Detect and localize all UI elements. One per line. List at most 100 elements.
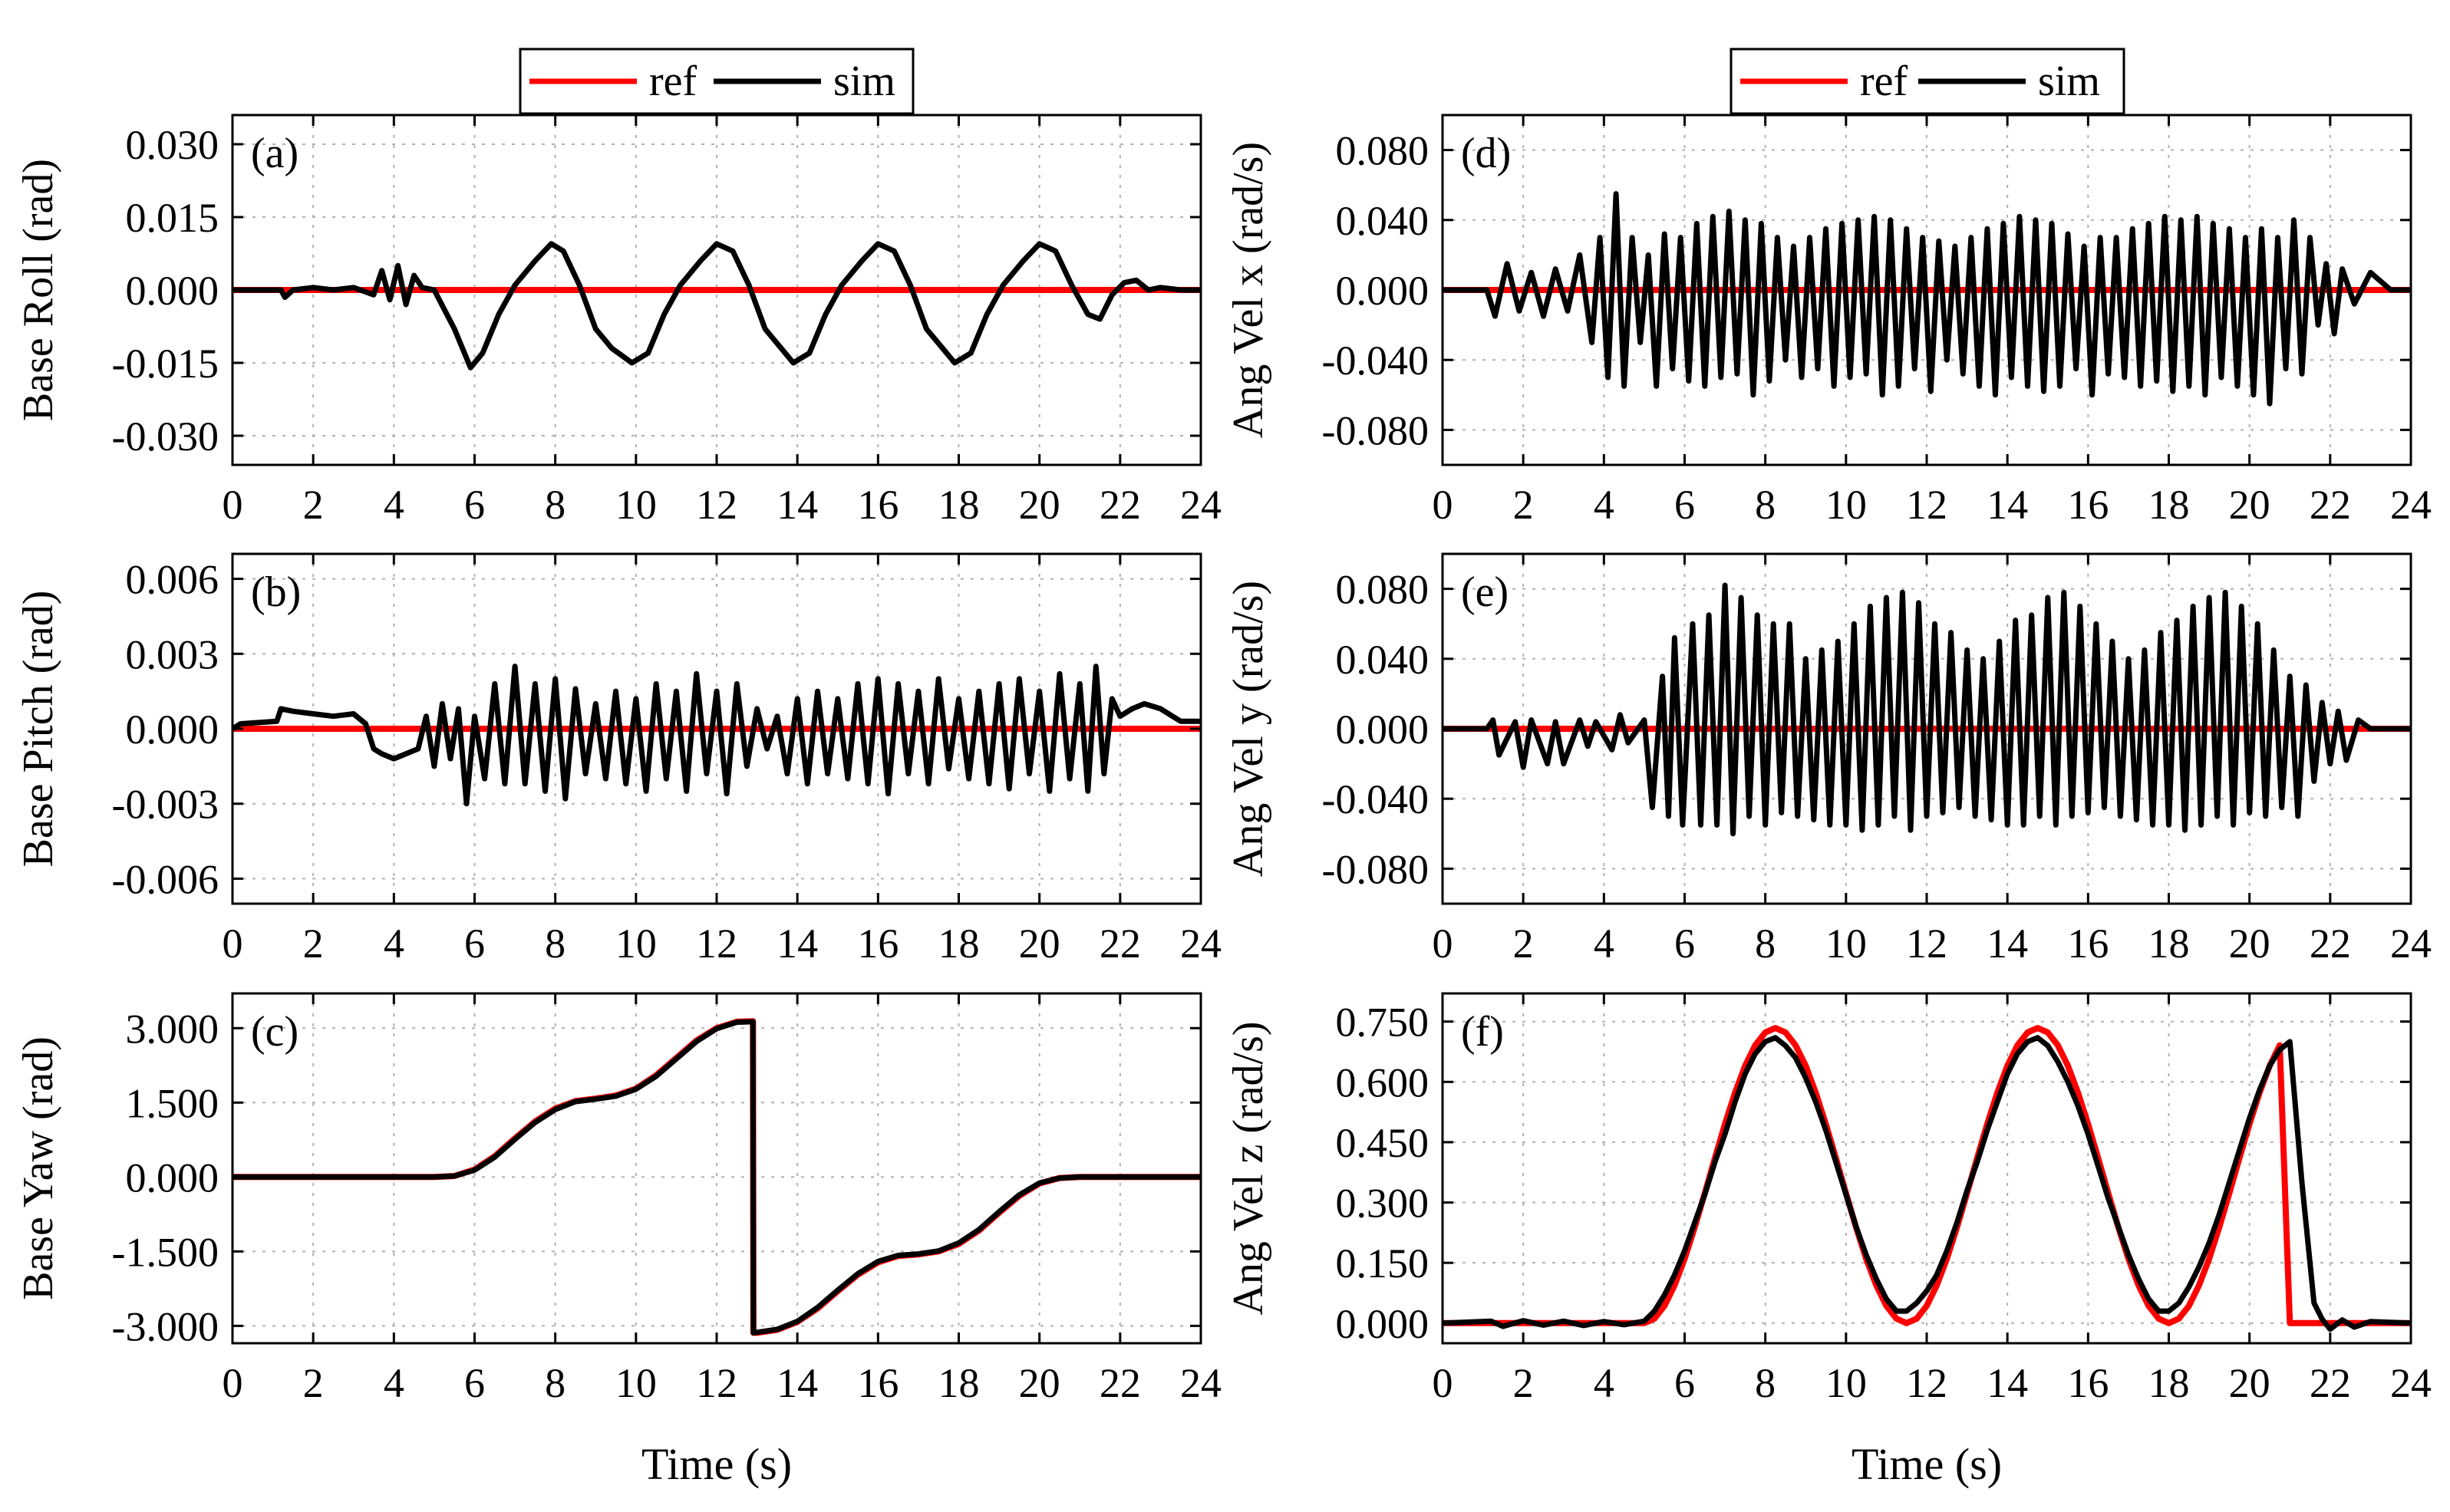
y-tick-label: 0.015 xyxy=(126,195,219,241)
y-tick-label: 0.000 xyxy=(126,268,219,314)
x-tick-label: 12 xyxy=(1906,482,1947,528)
legend-left: ref sim xyxy=(519,48,915,115)
x-tick-label: 20 xyxy=(2229,1360,2270,1406)
x-tick-label: 6 xyxy=(1674,1360,1695,1406)
y-tick-label: 0.000 xyxy=(126,1155,219,1201)
y-tick-label: -0.015 xyxy=(112,341,219,387)
y-tick-label: 0.040 xyxy=(1336,637,1429,683)
x-tick-label: 16 xyxy=(857,1360,899,1406)
x-tick-label: 16 xyxy=(2067,1360,2109,1406)
x-axis-title-left: Time (s) xyxy=(641,1439,792,1489)
y-tick-label: 1.500 xyxy=(126,1080,219,1126)
x-tick-label: 0 xyxy=(1433,921,1453,967)
x-tick-label: 18 xyxy=(938,1360,980,1406)
x-tick-label: 12 xyxy=(696,921,737,967)
series-line-sim xyxy=(232,664,1201,807)
series-line-sim xyxy=(232,241,1201,371)
x-tick-label: 10 xyxy=(1825,482,1867,528)
x-tick-label: 2 xyxy=(1513,921,1534,967)
y-tick-label: 0.040 xyxy=(1336,198,1429,244)
y-tick-label: 0.003 xyxy=(126,631,219,677)
x-tick-label: 18 xyxy=(938,921,980,967)
x-tick-label: 20 xyxy=(1019,1360,1060,1406)
panel-label: (e) xyxy=(1461,568,1509,616)
y-tick-label: 0.030 xyxy=(126,122,219,168)
x-tick-label: 10 xyxy=(1825,921,1867,967)
legend-label-ref: ref xyxy=(1860,58,1908,105)
x-tick-label: 8 xyxy=(545,482,566,528)
y-axis-title: Base Yaw (rad) xyxy=(15,1036,62,1300)
x-tick-label: 10 xyxy=(615,482,657,528)
y-tick-label: 0.450 xyxy=(1336,1120,1429,1166)
x-tick-label: 18 xyxy=(2148,1360,2190,1406)
x-tick-label: 8 xyxy=(1755,1360,1776,1406)
panel-label: (c) xyxy=(251,1008,298,1056)
y-tick-label: -0.080 xyxy=(1322,846,1429,892)
x-tick-label: 22 xyxy=(2310,482,2351,528)
x-tick-label: 6 xyxy=(464,482,485,528)
x-tick-label: 4 xyxy=(384,1360,404,1406)
x-tick-label: 16 xyxy=(2067,482,2109,528)
y-tick-label: 0.600 xyxy=(1336,1059,1429,1105)
x-tick-label: 16 xyxy=(857,482,899,528)
legend-right: ref sim xyxy=(1730,48,2125,115)
y-tick-label: -1.500 xyxy=(112,1229,219,1275)
panel-e: 0 2 4 6 8 10 12 14 16 18 20 22 24-0.080-0.0400.0000.… xyxy=(1225,552,2432,967)
x-tick-label: 16 xyxy=(2067,921,2109,967)
series-line-sim xyxy=(1443,1035,2411,1332)
panel-f: 0 2 4 6 8 10 12 14 16 18 20 22 240.0000.1500.3000.45… xyxy=(1225,992,2432,1406)
x-tick-label: 0 xyxy=(1433,482,1453,528)
x-tick-label: 8 xyxy=(1755,921,1776,967)
y-axis-title: Base Pitch (rad) xyxy=(15,591,62,868)
panel-b: 0 2 4 6 8 10 12 14 16 18 20 22 24-0.006-0.0030.0000.… xyxy=(15,552,1222,967)
x-tick-label: 0 xyxy=(223,921,243,967)
x-tick-label: 12 xyxy=(1906,921,1947,967)
x-tick-label: 6 xyxy=(464,921,485,967)
y-axis-title: Ang Vel x (rad/s) xyxy=(1225,142,1272,438)
x-tick-label: 14 xyxy=(777,921,818,967)
y-tick-label: -0.080 xyxy=(1322,407,1429,453)
x-tick-label: 4 xyxy=(1594,921,1614,967)
x-tick-label: 12 xyxy=(696,482,737,528)
series-line-sim xyxy=(1443,191,2411,407)
y-tick-label: 0.150 xyxy=(1336,1240,1429,1286)
y-tick-label: 0.300 xyxy=(1336,1181,1429,1227)
x-tick-label: 24 xyxy=(2390,1360,2432,1406)
x-tick-label: 2 xyxy=(303,482,324,528)
y-axis-title: Base Roll (rad) xyxy=(15,159,62,421)
panel-c: 0 2 4 6 8 10 12 14 16 18 20 22 24-3.000-1.5000.0001.… xyxy=(15,992,1222,1406)
x-tick-label: 18 xyxy=(938,482,980,528)
series-line-sim xyxy=(1443,582,2411,837)
y-tick-label: -0.006 xyxy=(112,856,219,902)
panel-label: (f) xyxy=(1461,1008,1504,1056)
x-tick-label: 20 xyxy=(2229,921,2270,967)
series-line-sim xyxy=(232,1019,1201,1336)
panel-a: 0 2 4 6 8 10 12 14 16 18 20 22 24-0.030-0.0150.0000.… xyxy=(15,114,1222,528)
x-tick-label: 4 xyxy=(384,482,404,528)
x-tick-label: 24 xyxy=(1180,921,1222,967)
x-tick-label: 20 xyxy=(2229,482,2270,528)
x-tick-label: 22 xyxy=(1100,921,1141,967)
panel-label: (d) xyxy=(1461,130,1511,177)
x-tick-label: 18 xyxy=(2148,921,2190,967)
y-tick-label: 0.006 xyxy=(126,557,219,603)
x-tick-label: 4 xyxy=(1594,482,1614,528)
y-tick-label: 0.080 xyxy=(1336,128,1429,174)
x-tick-label: 2 xyxy=(303,921,324,967)
x-tick-label: 10 xyxy=(615,921,657,967)
x-tick-label: 24 xyxy=(2390,482,2432,528)
x-tick-label: 4 xyxy=(384,921,404,967)
x-tick-label: 14 xyxy=(1987,1360,2028,1406)
y-tick-label: 0.000 xyxy=(126,707,219,753)
x-tick-label: 6 xyxy=(1674,482,1695,528)
y-axis-title: Ang Vel y (rad/s) xyxy=(1225,581,1272,877)
x-tick-label: 18 xyxy=(2148,482,2190,528)
legend-label-sim: sim xyxy=(833,58,895,105)
x-tick-label: 20 xyxy=(1019,482,1060,528)
x-tick-label: 10 xyxy=(615,1360,657,1406)
x-tick-label: 6 xyxy=(464,1360,485,1406)
panel-label: (b) xyxy=(251,568,301,616)
x-tick-label: 14 xyxy=(777,1360,818,1406)
x-tick-label: 20 xyxy=(1019,921,1060,967)
